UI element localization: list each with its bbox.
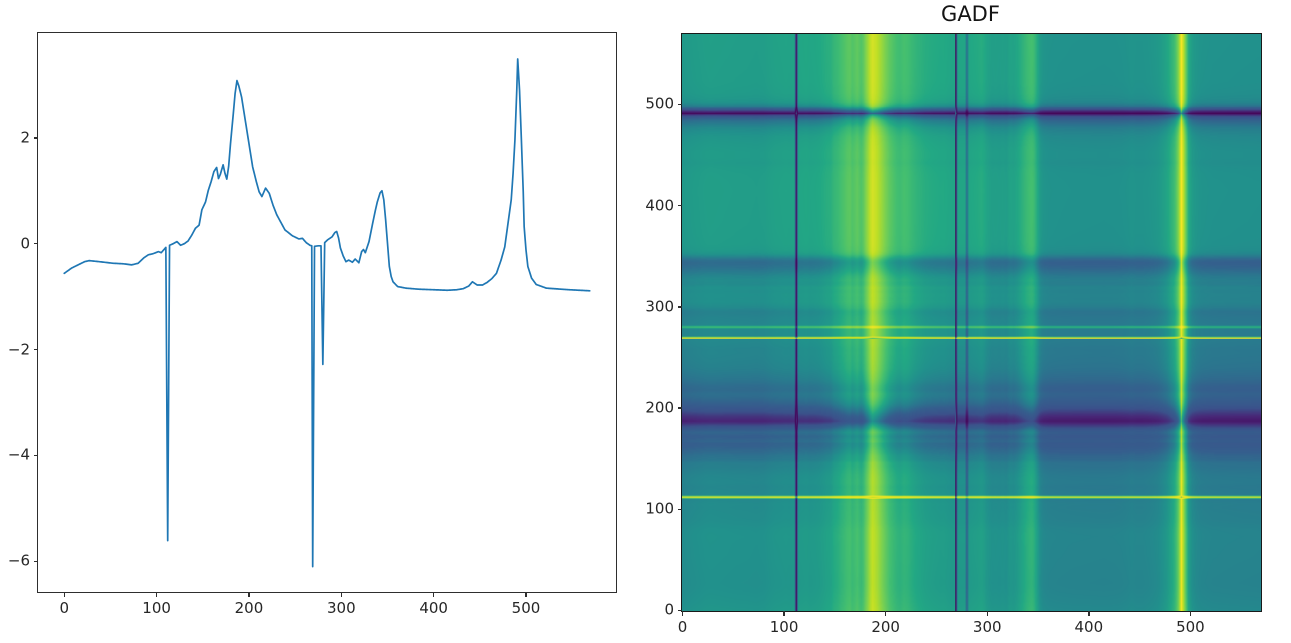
- x-tick-label: 0: [677, 618, 688, 636]
- x-tick-mark: [1088, 611, 1090, 616]
- y-tick-mark: [33, 348, 38, 351]
- gadf-heatmap-image: [682, 34, 1261, 611]
- y-tick-mark: [677, 204, 682, 207]
- y-tick-mark: [677, 306, 682, 308]
- x-tick-mark: [155, 592, 158, 597]
- y-tick-mark: [33, 454, 38, 457]
- x-tick-mark: [783, 611, 785, 616]
- y-tick-label: 0: [664, 600, 674, 619]
- gadf-heatmap-axes: 0 100 200 300 400 500 0 100 200 300 400 500: [645, 33, 1262, 635]
- time-series-line: [63, 58, 591, 568]
- y-tick-label: −2: [7, 340, 30, 359]
- x-tick-mark: [681, 611, 684, 616]
- x-tick-label: 100: [769, 618, 799, 636]
- x-tick-label: 400: [1074, 618, 1104, 636]
- x-tick-label: 400: [419, 599, 448, 617]
- y-tick-label: −6: [7, 551, 30, 570]
- x-tick-mark: [63, 592, 65, 597]
- y-tick-mark: [677, 508, 682, 510]
- x-tick-mark: [432, 592, 435, 597]
- x-tick-mark: [248, 592, 250, 597]
- y-tick-label: 400: [645, 196, 674, 215]
- y-tick-label: 300: [645, 297, 674, 316]
- x-tick-label: 300: [326, 599, 356, 617]
- x-tick-label: 300: [972, 618, 1002, 636]
- y-tick-label: 2: [20, 128, 30, 147]
- x-tick-mark: [884, 611, 887, 616]
- x-tick-mark: [525, 592, 527, 597]
- series-path: [63, 58, 591, 568]
- x-tick-label: 100: [142, 599, 171, 617]
- y-tick-label: 0: [20, 234, 30, 253]
- y-tick-label: 200: [645, 398, 674, 417]
- y-tick-label: −4: [7, 445, 30, 464]
- x-tick-label: 500: [1176, 618, 1205, 636]
- x-tick-label: 200: [871, 618, 900, 636]
- x-tick-label: 200: [234, 599, 264, 617]
- y-tick-mark: [677, 407, 682, 409]
- y-tick-mark: [33, 242, 38, 245]
- x-tick-label: 0: [59, 599, 70, 617]
- y-tick-mark: [677, 103, 682, 106]
- heatmap-title: GADF: [941, 2, 1000, 26]
- x-tick-mark: [340, 592, 342, 597]
- y-tick-mark: [677, 609, 682, 612]
- y-tick-mark: [33, 560, 38, 562]
- y-tick-label: 100: [645, 499, 674, 518]
- x-tick-mark: [1189, 611, 1192, 616]
- line-plot-axes: 0 100 200 300 400 500 2 0 −2 −4 −6: [8, 32, 617, 616]
- y-tick-mark: [33, 137, 38, 139]
- x-tick-label: 500: [511, 599, 541, 617]
- y-tick-label: 500: [645, 94, 674, 113]
- x-tick-mark: [986, 611, 988, 616]
